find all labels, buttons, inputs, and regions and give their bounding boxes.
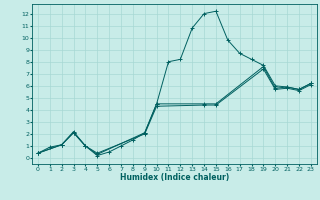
X-axis label: Humidex (Indice chaleur): Humidex (Indice chaleur) — [120, 173, 229, 182]
